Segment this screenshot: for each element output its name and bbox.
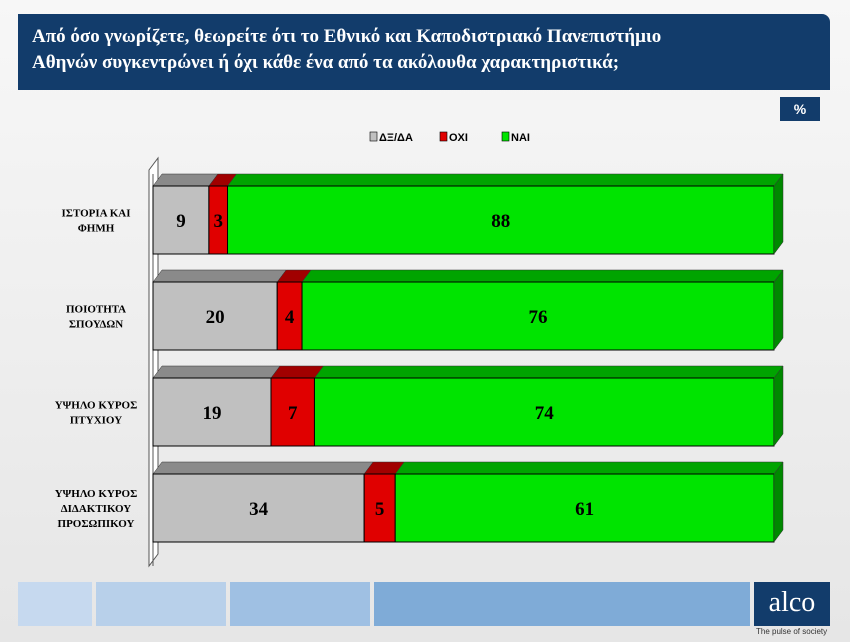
category-label-1-0: ΠΟΙΟΤΗΤΑ <box>66 304 126 316</box>
bar-value-3-2: 61 <box>575 499 594 520</box>
bar-top-2-0 <box>152 365 281 379</box>
bar-top-2-2 <box>313 365 784 379</box>
category-label-0-0: ΙΣΤΟΡΙΑ ΚΑΙ <box>61 208 130 220</box>
bar-1-0 <box>152 281 278 351</box>
bar-1-2 <box>301 281 775 351</box>
bar-value-1-2: 76 <box>529 307 548 328</box>
bar-3-2 <box>394 473 775 543</box>
bar-3-0 <box>152 473 365 543</box>
category-label-2-0: ΥΨΗΛΟ ΚΥΡΟΣ <box>55 400 138 412</box>
footer-strip-3 <box>230 582 370 626</box>
legend-swatch-0 <box>369 131 378 142</box>
title-line-1: Από όσο γνωρίζετε, θεωρείτε ότι το Εθνικ… <box>32 26 662 47</box>
bar-value-2-0: 19 <box>202 403 221 424</box>
stacked-bar-chart: ΔΞ/ΔΑ ΟΧΙ ΝΑΙ ΙΣΤΟΡΙΑ ΚΑΙ ΦΗΜΗ 9 3 88 ΠΟΙΟΤΗΤΑ ΣΠ… <box>55 131 784 568</box>
title-banner: Από όσο γνωρίζετε, θεωρείτε ότι το Εθνικ… <box>18 14 830 90</box>
bar-top-0-2 <box>227 173 784 187</box>
bar-2-0 <box>152 377 272 447</box>
bar-value-0-0: 9 <box>176 211 186 232</box>
legend-swatch-1 <box>439 131 448 142</box>
percent-badge: % <box>780 97 820 121</box>
bar-value-2-1: 7 <box>288 403 298 424</box>
footer-strip-4 <box>374 582 750 626</box>
category-label-3-1: ΔΙΔΑΚΤΙΚΟΥ <box>61 503 132 515</box>
bar-2-1 <box>270 377 315 447</box>
bar-0-2 <box>227 185 775 255</box>
bar-side-0 <box>773 173 784 255</box>
bar-1-1 <box>276 281 303 351</box>
logo-tagline: The pulse of society <box>756 627 828 636</box>
title-line-2: Αθηνών συγκεντρώνει ή όχι κάθε ένα από τ… <box>32 52 620 73</box>
bar-value-0-2: 88 <box>491 211 510 232</box>
bar-value-3-1: 5 <box>375 499 385 520</box>
bar-value-1-1: 4 <box>285 307 295 328</box>
footer-strip-2 <box>96 582 226 626</box>
bar-top-1-0 <box>152 269 287 283</box>
category-label-3-2: ΠΡΟΣΩΠΙΚΟΥ <box>58 518 135 530</box>
category-label-3-0: ΥΨΗΛΟ ΚΥΡΟΣ <box>55 488 138 500</box>
bar-value-1-0: 20 <box>206 307 225 328</box>
bar-3-1 <box>363 473 396 543</box>
bar-top-1-2 <box>301 269 784 283</box>
category-label-2-1: ΠΤΥΧΙΟΥ <box>70 415 122 427</box>
bar-value-3-0: 34 <box>249 499 269 520</box>
category-label-1-1: ΣΠΟΥΔΩΝ <box>69 319 123 331</box>
bar-side-1 <box>773 269 784 351</box>
bar-top-3-2 <box>394 461 784 475</box>
bar-top-3-0 <box>152 461 374 475</box>
legend-label-2: ΝΑΙ <box>511 132 530 144</box>
bar-2-2 <box>313 377 775 447</box>
bar-side-2 <box>773 365 784 447</box>
legend-label-1: ΟΧΙ <box>449 132 468 144</box>
legend-swatch-2 <box>501 131 510 142</box>
legend-label-0: ΔΞ/ΔΑ <box>379 132 413 144</box>
bar-side-3 <box>773 461 784 543</box>
category-label-0-1: ΦΗΜΗ <box>78 223 115 235</box>
footer-strip-1 <box>18 582 92 626</box>
bar-value-0-1: 3 <box>213 211 223 232</box>
alco-logo: alco <box>754 582 830 626</box>
bar-value-2-2: 74 <box>535 403 555 424</box>
bar-top-0-0 <box>152 173 219 187</box>
